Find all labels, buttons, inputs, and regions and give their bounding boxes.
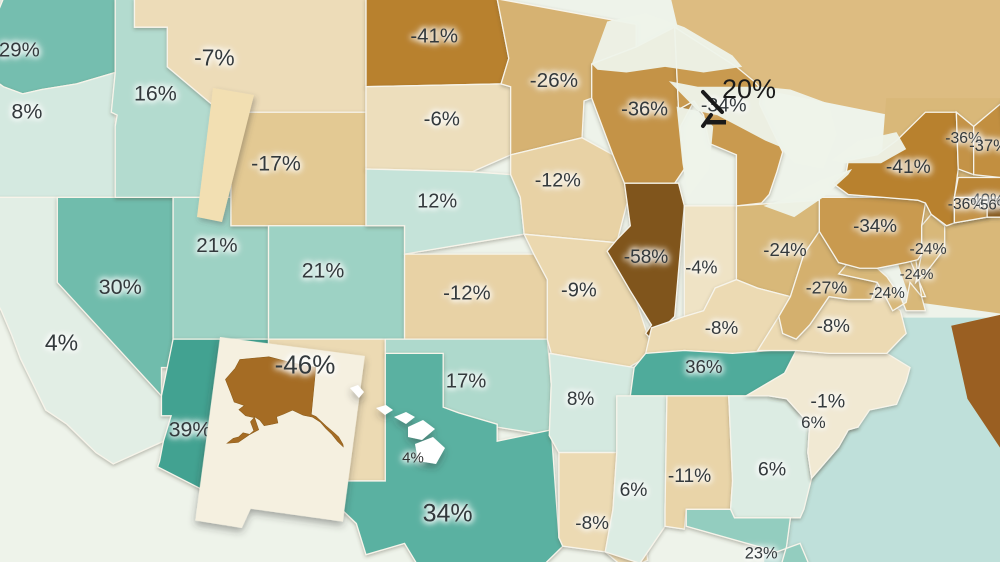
svg-text:20%: 20% xyxy=(722,74,776,104)
